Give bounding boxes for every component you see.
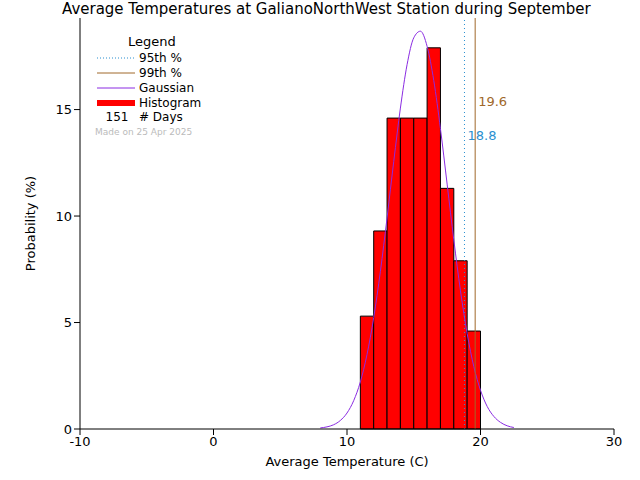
svg-text:Probability (%): Probability (%): [23, 176, 38, 271]
svg-text:20: 20: [472, 434, 489, 449]
html-text:99th %: 99th %: [139, 65, 182, 80]
svg-text:30: 30: [606, 434, 623, 449]
svg-text:10: 10: [55, 209, 72, 224]
svg-text:10: 10: [339, 434, 356, 449]
svg-text:18.8: 18.8: [467, 128, 496, 143]
html-text:Gaussian: Gaussian: [139, 80, 195, 95]
html-text:Made on 25 Apr 2025: Made on 25 Apr 2025: [95, 127, 193, 137]
svg-text:-10: -10: [69, 434, 90, 449]
svg-text:Average Temperature (C): Average Temperature (C): [265, 454, 428, 469]
html-text:Average Temperatures at Galian: Average Temperatures at GalianoNorthWest…: [62, 0, 591, 18]
html-text:Legend: Legend: [128, 34, 176, 49]
html-text:95th %: 95th %: [139, 50, 182, 65]
svg-text:5: 5: [64, 315, 72, 330]
svg-text:15: 15: [55, 102, 72, 117]
svg-text:19.6: 19.6: [478, 94, 507, 109]
svg-text:0: 0: [209, 434, 217, 449]
svg-text:0: 0: [64, 422, 72, 437]
html-text:# Days: # Days: [139, 110, 183, 124]
html-text:151: 151: [105, 110, 129, 124]
html-text:Histogram: Histogram: [139, 95, 202, 110]
